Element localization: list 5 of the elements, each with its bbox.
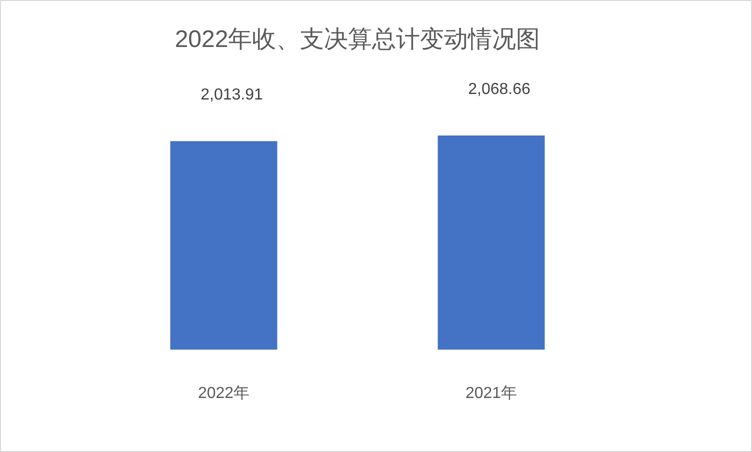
- x-tick-label: 2022年: [198, 384, 250, 402]
- data-label: 2,068.66: [468, 80, 530, 98]
- chart-title: 2022年收、支决算总计变动情况图: [174, 26, 540, 54]
- x-tick-label: 2021年: [465, 384, 518, 402]
- data-label: 2,013.91: [200, 86, 263, 104]
